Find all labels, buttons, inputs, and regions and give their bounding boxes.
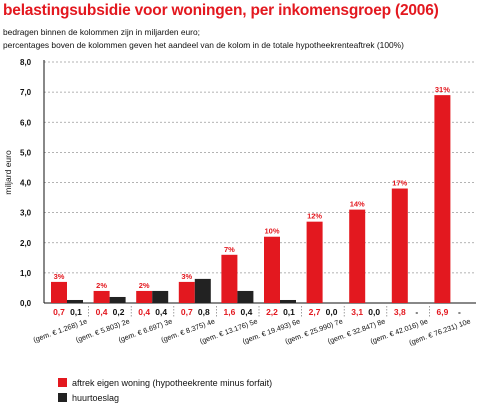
value-label-huurtoeslag: 0,0 [326,307,338,317]
percentage-label: 2% [139,281,150,290]
bar-huurtoeslag [152,290,169,303]
bar-aftrek [93,290,110,303]
bar-huurtoeslag [194,278,211,303]
bar-aftrek [221,254,238,303]
y-axis-label: miljard euro [3,150,13,195]
value-label-aftrek: 2,2 [266,307,278,317]
value-label-aftrek: 6,9 [436,307,448,317]
y-tick-label: 1,0 [20,269,32,278]
value-label-huurtoeslag: 0,1 [283,307,295,317]
bar-huurtoeslag [109,296,126,303]
bar-aftrek [136,290,153,303]
percentage-label: 10% [264,227,279,236]
percentage-label: 2% [96,281,107,290]
y-tick-label: 8,0 [20,58,32,67]
value-label-aftrek: 0,7 [181,307,193,317]
value-label-huurtoeslag: 0,4 [155,307,167,317]
y-tick-label: 3,0 [20,209,32,218]
bar-aftrek [391,188,408,303]
y-tick-label: 6,0 [20,118,32,127]
percentage-label: 7% [224,245,235,254]
value-label-huurtoeslag: - [458,307,461,317]
legend-swatch-red [58,378,67,387]
value-label-huurtoeslag: 0,1 [70,307,82,317]
bar-aftrek [434,95,451,303]
value-label-aftrek: 0,4 [138,307,150,317]
chart-title: belastingsubsidie voor woningen, per ink… [3,2,439,19]
value-label-aftrek: 1,6 [223,307,235,317]
value-label-huurtoeslag: 0,4 [240,307,252,317]
legend-item-aftrek: aftrek eigen woning (hypotheekrente minu… [58,378,272,388]
percentage-label: 12% [307,212,322,221]
bar-huurtoeslag [67,299,83,303]
legend-label-huurtoeslag: huurtoeslag [72,393,120,403]
legend-swatch-black [58,393,67,402]
legend-label-aftrek: aftrek eigen woning (hypotheekrente minu… [72,378,273,388]
y-tick-label: 0,0 [20,299,32,308]
percentage-label: 3% [181,272,192,281]
bar-aftrek [306,221,323,303]
y-tick-label: 2,0 [20,239,32,248]
value-label-aftrek: 2,7 [309,307,321,317]
bar-aftrek [349,209,366,303]
value-label-aftrek: 3,1 [351,307,363,317]
value-label-aftrek: 3,8 [394,307,406,317]
percentage-label: 17% [392,179,407,188]
y-tick-label: 5,0 [20,148,32,157]
bar-aftrek [178,281,195,303]
bar-huurtoeslag [280,299,296,303]
bar-aftrek [264,236,280,303]
value-label-huurtoeslag: 0,8 [198,307,210,317]
value-label-huurtoeslag: 0,2 [113,307,125,317]
bar-huurtoeslag [237,290,254,303]
chart-subtitle-2: percentages boven de kolommen geven het … [3,40,404,50]
percentage-label: 31% [435,85,450,94]
bar-aftrek [51,281,67,303]
y-tick-label: 7,0 [20,88,32,97]
value-label-aftrek: 0,7 [53,307,65,317]
percentage-label: 14% [350,200,365,209]
value-label-huurtoeslag: 0,0 [368,307,380,317]
chart-subtitle-1: bedragen binnen de kolommen zijn in milj… [3,27,200,37]
value-label-huurtoeslag: - [415,307,418,317]
y-tick-label: 4,0 [20,179,32,188]
legend-item-huurtoeslag: huurtoeslag [58,393,119,403]
percentage-label: 3% [54,272,65,281]
value-label-aftrek: 0,4 [96,307,108,317]
